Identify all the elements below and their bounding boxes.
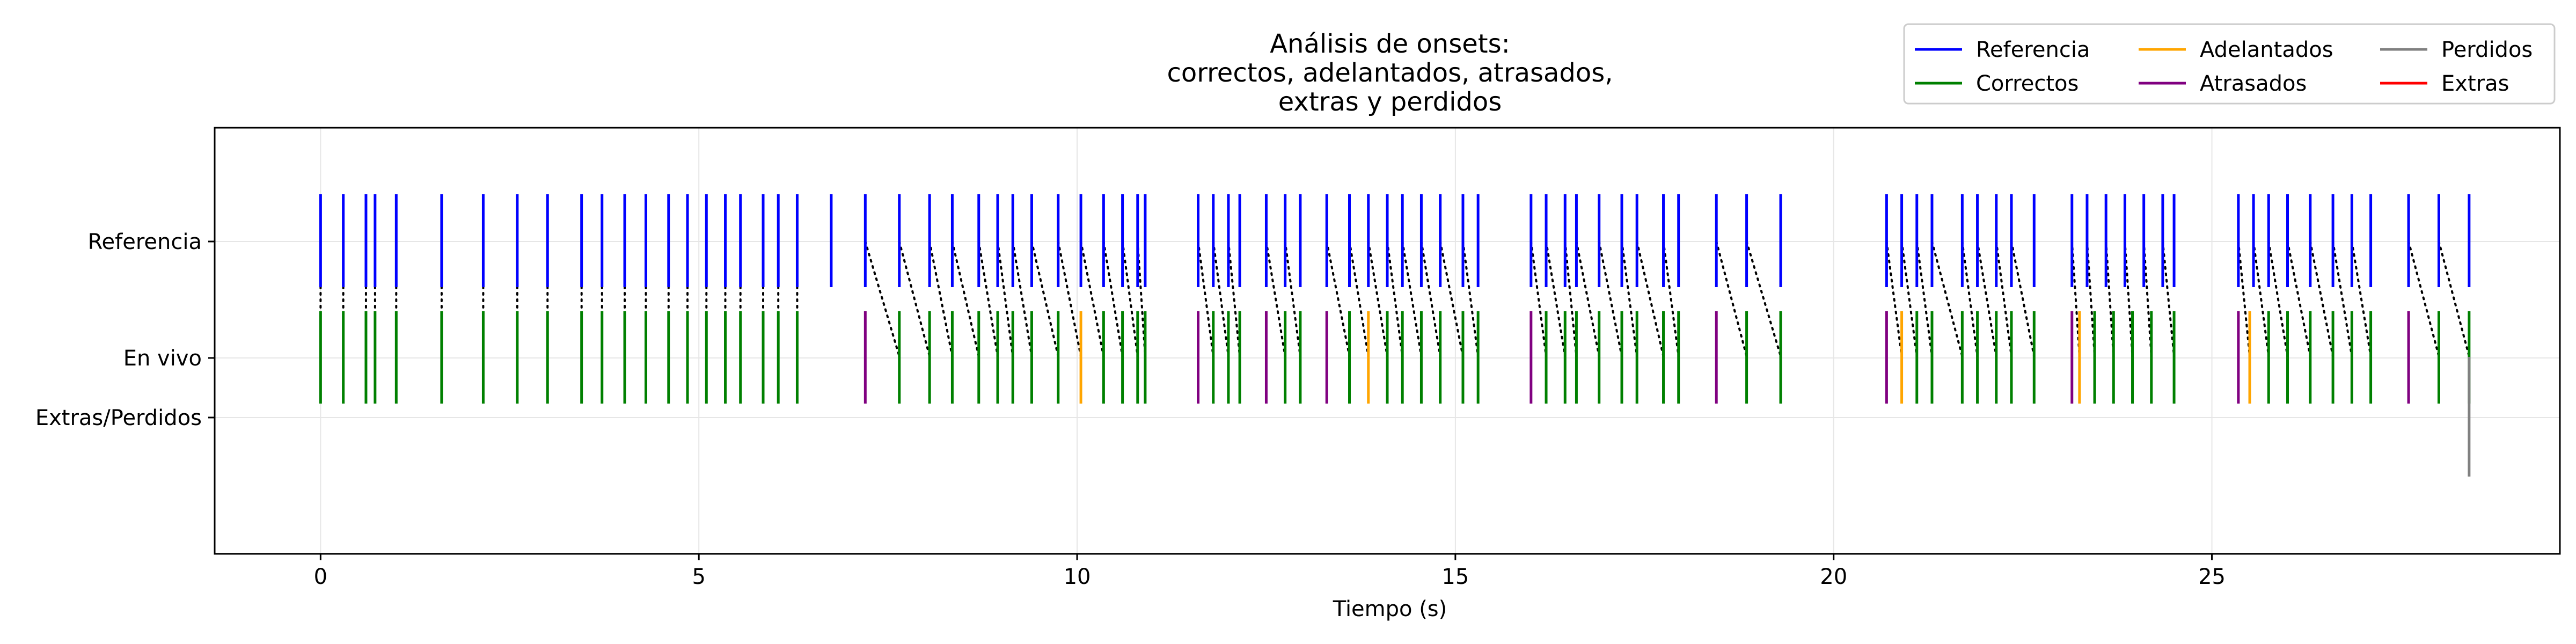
match-line-56: [1598, 240, 1623, 357]
match-line-59: [1662, 240, 1680, 357]
match-line-67: [1930, 240, 1964, 357]
match-line-52: [1529, 240, 1548, 357]
title-line-3: extras y perdidos: [1278, 87, 1502, 117]
match-line-32: [1102, 240, 1124, 357]
match-line-37: [1212, 240, 1230, 357]
match-line-46: [1386, 240, 1404, 357]
plot-frame: [214, 127, 2561, 555]
match-line-44: [1348, 240, 1370, 357]
legend-label-5: Extras: [2441, 71, 2509, 96]
match-line-33: [1121, 240, 1139, 357]
match-line-36: [1197, 240, 1214, 357]
match-line-40: [1265, 240, 1286, 357]
match-line-23: [898, 240, 931, 357]
match-line-30: [1057, 240, 1082, 357]
match-line-62: [1745, 240, 1782, 357]
match-line-41: [1284, 240, 1301, 357]
match-line-85: [2332, 240, 2353, 357]
legend-items: Referencia Correctos Adelantados Atrasados P…: [1915, 38, 2533, 96]
match-line-31: [1080, 240, 1105, 357]
match-line-69: [1976, 240, 1997, 357]
match-line-68: [1961, 240, 1979, 357]
x-tick-label-1: 5: [692, 565, 705, 589]
legend-label-4: Perdidos: [2441, 38, 2533, 62]
match-line-53: [1545, 240, 1567, 357]
x-tick-label-4: 20: [1820, 565, 1847, 589]
match-line-83: [2286, 240, 2311, 357]
match-line-22: [864, 240, 901, 357]
title-line-1: Análisis de onsets:: [1270, 29, 1510, 59]
legend-label-3: Atrasados: [2200, 71, 2307, 96]
y-tick-label-0: Referencia: [88, 230, 202, 254]
match-line-65: [1900, 240, 1918, 357]
legend: Referencia Correctos Adelantados Atrasados P…: [1903, 23, 2556, 105]
match-line-82: [2267, 240, 2289, 357]
x-tick-label-2: 10: [1064, 565, 1091, 589]
x-axis-ticks: 0 5 10 15 20 25: [314, 554, 2226, 589]
match-line-29: [1030, 240, 1059, 357]
title-line-2: correctos, adelantados, atrasados,: [1167, 58, 1613, 88]
match-line-88: [2407, 240, 2440, 357]
match-line-54: [1564, 240, 1578, 357]
match-line-84: [2309, 240, 2334, 357]
match-line-86: [2351, 240, 2372, 357]
match-line-71: [2010, 240, 2036, 357]
match-line-81: [2252, 240, 2270, 357]
match-line-70: [1995, 240, 2012, 357]
x-axis-label: Tiempo (s): [1333, 597, 1447, 621]
match-line-45: [1367, 240, 1388, 357]
match-line-27: [997, 240, 1014, 357]
match-line-48: [1420, 240, 1441, 357]
x-tick-label-5: 25: [2198, 565, 2226, 589]
y-axis-ticks: Referencia En vivo Extras/Perdidos: [35, 230, 215, 430]
match-line-38: [1227, 240, 1241, 357]
match-line-61: [1715, 240, 1748, 357]
match-line-24: [928, 240, 954, 357]
match-line-50: [1461, 240, 1480, 357]
match-line-26: [977, 240, 999, 357]
match-line-25: [951, 240, 980, 357]
x-tick-label-3: 15: [1441, 565, 1469, 589]
match-line-57: [1621, 240, 1638, 357]
legend-label-1: Correctos: [1976, 71, 2079, 96]
match-line-78: [2161, 240, 2176, 357]
match-line-80: [2237, 240, 2251, 357]
match-line-58: [1636, 240, 1665, 357]
y-tick-label-1: En vivo: [123, 346, 202, 371]
match-line-43: [1326, 240, 1351, 357]
match-line-55: [1575, 240, 1600, 357]
legend-label-0: Referencia: [1976, 38, 2090, 62]
match-line-28: [1012, 240, 1033, 357]
legend-label-2: Adelantados: [2200, 38, 2333, 62]
match-line-49: [1439, 240, 1464, 357]
reference-onsets: [319, 194, 2471, 287]
y-tick-label-2: Extras/Perdidos: [35, 406, 202, 430]
match-line-47: [1401, 240, 1423, 357]
x-tick-label-0: 0: [314, 565, 327, 589]
match-line-66: [1915, 240, 1933, 357]
chart-title: Análisis de onsets: correctos, adelantad…: [1167, 29, 1613, 117]
match-line-89: [2438, 240, 2470, 357]
match-line-64: [1885, 240, 1903, 357]
